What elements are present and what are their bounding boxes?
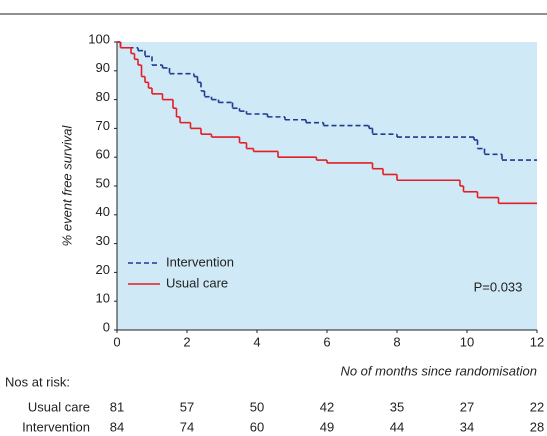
y-tick-label: 30 [96, 233, 110, 248]
y-tick-label: 50 [96, 175, 110, 190]
risk-row-label: Usual care [28, 399, 90, 414]
y-tick-label: 60 [96, 147, 110, 162]
y-tick-label: 100 [88, 31, 110, 46]
x-tick-label: 2 [183, 334, 190, 349]
risk-count: 74 [180, 419, 194, 434]
y-axis-title: % event free survival [59, 125, 74, 247]
risk-count: 60 [250, 419, 264, 434]
risk-count: 84 [110, 419, 124, 434]
y-tick-label: 40 [96, 204, 110, 219]
risk-count: 81 [110, 399, 124, 414]
x-axis-title: No of months since randomisation [340, 363, 537, 378]
risk-count: 22 [530, 399, 544, 414]
y-tick-label: 90 [96, 60, 110, 75]
risk-count: 44 [390, 419, 404, 434]
y-tick-label: 10 [96, 291, 110, 306]
x-tick-label: 12 [530, 334, 544, 349]
y-tick-label: 0 [103, 319, 110, 334]
x-tick-label: 6 [323, 334, 330, 349]
x-tick-label: 0 [113, 334, 120, 349]
p-value: P=0.033 [474, 279, 523, 294]
y-tick-label: 80 [96, 89, 110, 104]
x-tick-label: 8 [393, 334, 400, 349]
y-tick-label: 20 [96, 262, 110, 277]
legend-label: Intervention [166, 254, 234, 269]
risk-count: 42 [320, 399, 334, 414]
risk-count: 35 [390, 399, 404, 414]
risk-count: 34 [460, 419, 474, 434]
plot-area [117, 42, 537, 330]
risk-row-label: Intervention [22, 419, 90, 434]
risk-count: 50 [250, 399, 264, 414]
risk-table-title: Nos at risk: [5, 374, 70, 389]
legend-label: Usual care [166, 275, 228, 290]
x-tick-label: 10 [460, 334, 474, 349]
risk-count: 28 [530, 419, 544, 434]
risk-count: 27 [460, 399, 474, 414]
risk-count: 49 [320, 419, 334, 434]
y-tick-label: 70 [96, 118, 110, 133]
x-tick-label: 4 [253, 334, 260, 349]
risk-count: 57 [180, 399, 194, 414]
